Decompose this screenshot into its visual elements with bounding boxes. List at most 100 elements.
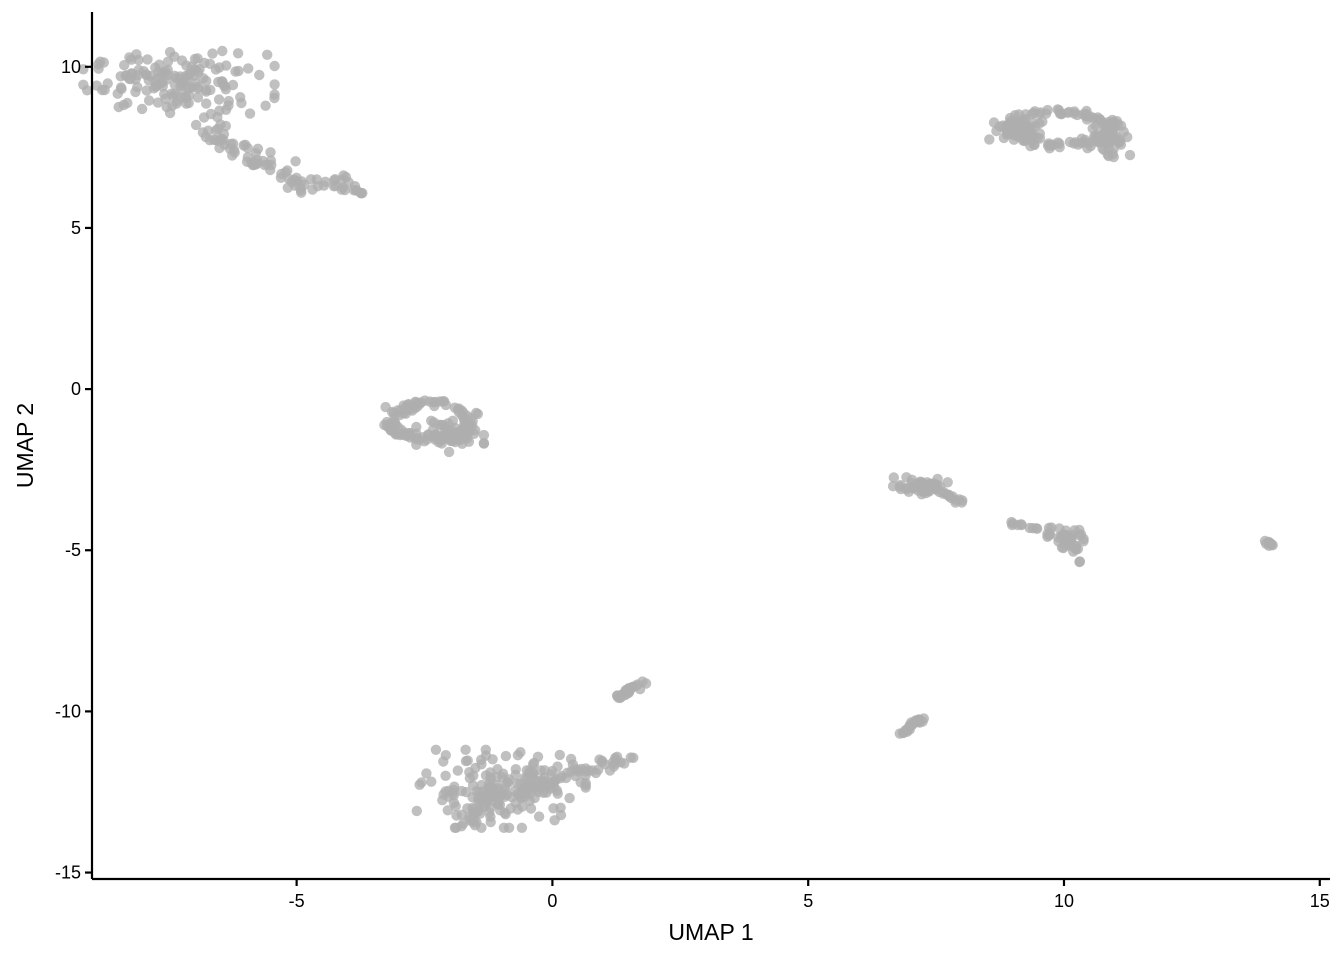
scatter-point xyxy=(914,714,925,726)
scatter-point xyxy=(1024,126,1035,137)
scatter-point xyxy=(266,159,277,171)
scatter-point xyxy=(437,795,448,806)
scatter-point xyxy=(426,776,437,787)
scatter-point xyxy=(421,768,432,779)
scatter-point xyxy=(299,179,310,190)
scatter-point xyxy=(463,436,475,447)
scatter-point xyxy=(456,821,467,832)
scatter-point xyxy=(390,428,401,439)
scatter-point xyxy=(480,791,491,802)
scatter-point xyxy=(164,107,176,119)
scatter-point xyxy=(489,789,500,800)
scatter-point xyxy=(201,86,212,97)
scatter-point xyxy=(260,100,271,111)
scatter-point xyxy=(169,51,180,62)
scatter-point xyxy=(622,688,634,699)
scatter-points xyxy=(78,45,1278,833)
scatter-point xyxy=(533,775,545,787)
scatter-point xyxy=(122,97,133,109)
scatter-point xyxy=(1060,534,1071,545)
scatter-point xyxy=(470,762,481,774)
scatter-point xyxy=(527,759,539,770)
y-tick-label: -15 xyxy=(55,863,81,883)
scatter-point xyxy=(942,477,953,488)
scatter-point xyxy=(190,77,201,89)
scatter-point xyxy=(250,148,261,159)
scatter-point xyxy=(956,497,967,508)
scatter-point xyxy=(448,787,459,799)
scatter-point xyxy=(1074,556,1085,568)
scatter-point xyxy=(282,182,293,193)
scatter-point xyxy=(443,446,455,458)
scatter-point xyxy=(1028,107,1039,119)
scatter-point xyxy=(340,171,352,183)
scatter-point xyxy=(130,86,141,98)
scatter-point xyxy=(554,749,565,761)
y-axis-title: UMAP 2 xyxy=(12,403,38,488)
scatter-point xyxy=(78,79,89,91)
scatter-point xyxy=(634,684,646,695)
scatter-point xyxy=(549,815,560,826)
scatter-point xyxy=(442,805,453,816)
scatter-point xyxy=(312,181,323,192)
scatter-point xyxy=(510,764,521,775)
scatter-point xyxy=(244,108,256,119)
scatter-point xyxy=(207,48,218,59)
x-tick-label: -5 xyxy=(289,891,305,911)
scatter-point xyxy=(613,692,624,703)
scatter-point xyxy=(400,401,411,413)
scatter-point xyxy=(497,768,509,779)
scatter-point xyxy=(229,147,240,158)
scatter-point xyxy=(142,54,153,65)
scatter-point xyxy=(512,750,524,761)
scatter-point xyxy=(930,484,941,495)
scatter-point xyxy=(516,822,528,833)
scatter-point xyxy=(503,822,515,833)
scatter-point xyxy=(552,761,563,772)
x-axis-ticks: -5 0 5 10 15 xyxy=(289,879,1330,911)
scatter-point xyxy=(1043,530,1055,541)
scatter-point xyxy=(192,92,204,103)
scatter-point xyxy=(217,76,228,88)
scatter-point xyxy=(213,94,225,105)
scatter-point xyxy=(991,125,1002,137)
scatter-point xyxy=(427,424,439,435)
scatter-point xyxy=(628,752,639,763)
scatter-point xyxy=(918,480,929,491)
scatter-point xyxy=(140,69,151,80)
scatter-point xyxy=(262,49,273,60)
scatter-point xyxy=(435,433,446,444)
scatter-point xyxy=(183,83,194,95)
scatter-point xyxy=(469,808,481,819)
scatter-point xyxy=(533,811,545,822)
scatter-point xyxy=(190,119,202,131)
scatter-point xyxy=(242,152,253,163)
scatter-point xyxy=(444,432,455,443)
scatter-point xyxy=(217,45,228,57)
scatter-point xyxy=(192,53,203,64)
scatter-point xyxy=(112,88,123,99)
scatter-point xyxy=(1020,113,1031,125)
scatter-point xyxy=(499,791,510,802)
scatter-point xyxy=(190,64,201,75)
scatter-point xyxy=(233,65,244,77)
scatter-point xyxy=(555,802,566,813)
scatter-point xyxy=(411,805,422,817)
scatter-point xyxy=(411,428,422,439)
scatter-point xyxy=(1009,120,1020,131)
scatter-point xyxy=(456,809,467,820)
scatter-point xyxy=(1118,126,1129,137)
scatter-point xyxy=(150,81,162,92)
scatter-point xyxy=(1072,543,1084,555)
x-tick-label: 0 xyxy=(547,891,557,911)
scatter-point xyxy=(583,765,594,776)
scatter-point xyxy=(242,142,253,154)
scatter-point xyxy=(1115,135,1126,146)
scatter-point xyxy=(450,801,461,812)
x-tick-label: 10 xyxy=(1054,891,1074,911)
scatter-point xyxy=(1056,109,1067,120)
scatter-point xyxy=(517,801,528,812)
scatter-point xyxy=(141,85,152,96)
scatter-point xyxy=(1092,129,1103,140)
scatter-point xyxy=(984,134,995,145)
